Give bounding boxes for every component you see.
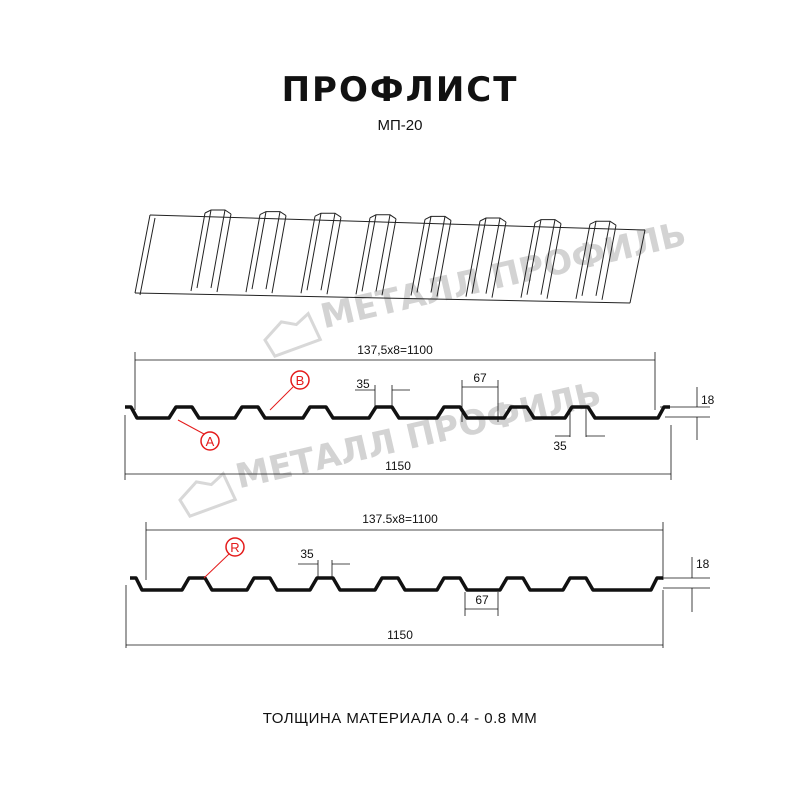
svg-text:B: B bbox=[296, 373, 305, 388]
profile-a-bottom-rib-label: 35 bbox=[553, 439, 567, 453]
svg-text:A: A bbox=[206, 434, 215, 449]
profile-b-top-rib-label: 35 bbox=[300, 547, 314, 561]
sheet-3d-line bbox=[204, 209, 232, 215]
sheet-3d-line bbox=[369, 214, 397, 220]
sheet-3d-line bbox=[259, 211, 287, 217]
page-title: ПРОФЛИСТ bbox=[281, 70, 519, 110]
profile-b-width-label: 1150 bbox=[387, 628, 413, 642]
profile-b-height-label: 18 bbox=[696, 557, 710, 571]
sheet-3d-line bbox=[300, 213, 342, 295]
watermark-2: МЕТАЛЛ ПРОФИЛЬ bbox=[178, 374, 605, 519]
sheet-3d-line bbox=[245, 211, 287, 294]
sheet-3d-line bbox=[314, 212, 342, 218]
sheet-3d-line bbox=[134, 214, 646, 304]
profile-a-pitch-label: 137,5x8=1100 bbox=[357, 343, 433, 357]
callout-b: B bbox=[269, 370, 310, 411]
sheet-3d-line bbox=[520, 219, 562, 299]
sheet-3d-line bbox=[465, 217, 507, 298]
sheet-3d-line bbox=[575, 221, 617, 300]
sheet-3d-line bbox=[134, 214, 156, 296]
profile-b-pitch-label: 137.5x8=1100 bbox=[362, 512, 438, 526]
profile-a-width-label: 1150 bbox=[385, 459, 411, 473]
sheet-3d-line bbox=[479, 217, 507, 223]
sheet-3d-line bbox=[424, 215, 452, 221]
callout-r: R bbox=[203, 537, 245, 579]
profile-a-outline bbox=[125, 405, 670, 420]
profile-b-valley-label: 67 bbox=[475, 593, 489, 607]
sheet-3d-line bbox=[410, 216, 452, 297]
profile-a: 137,5x8=1100 1150 35 67 35 18 A B bbox=[124, 343, 715, 480]
profile-a-height-label: 18 bbox=[701, 393, 715, 407]
sheet-3d-view bbox=[134, 209, 646, 304]
material-thickness: ТОЛЩИНА МАТЕРИАЛА 0.4 - 0.8 ММ bbox=[262, 710, 538, 727]
sheet-3d-line bbox=[355, 214, 397, 296]
model-subtitle: МП-20 bbox=[377, 117, 423, 134]
profile-b-outline bbox=[130, 576, 663, 592]
profile-b: 137.5x8=1100 1150 35 67 18 R bbox=[125, 512, 710, 648]
svg-text:R: R bbox=[230, 540, 239, 555]
watermark-1: МЕТАЛЛ ПРОФИЛЬ bbox=[263, 214, 690, 359]
sheet-3d-line bbox=[534, 219, 562, 225]
sheet-3d-line bbox=[589, 220, 617, 226]
profile-a-top-rib-label: 35 bbox=[356, 377, 370, 391]
profile-a-valley-label: 67 bbox=[473, 371, 487, 385]
sheet-3d-line bbox=[190, 209, 232, 293]
callout-a: A bbox=[177, 419, 220, 451]
